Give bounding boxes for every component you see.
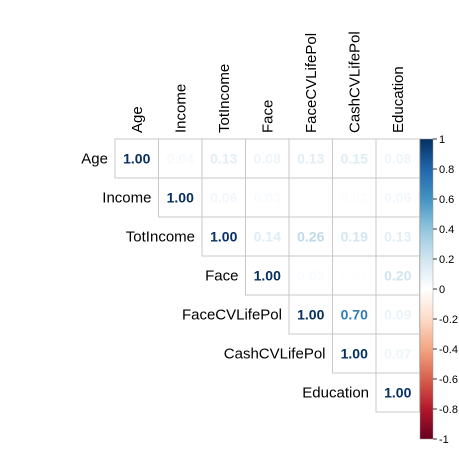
cell-age-age <box>114 138 159 179</box>
colorbar-tick-label: 1 <box>439 134 445 146</box>
cell-value-income-facecvlifepol: 0.01 <box>297 190 324 206</box>
colorbar-tick-label: 0 <box>439 284 445 296</box>
cell-value-income-income: 1.00 <box>167 190 194 206</box>
row-label-education: Education <box>302 385 369 402</box>
cell-age-income <box>158 138 203 179</box>
matrix-cells: 1.00 0.04 0.13 0.08 0.13 0.15 0.08 1.00 0.06 0.03… <box>114 138 420 413</box>
cell-education-education <box>375 372 420 413</box>
cell-value-income-totincome: 0.06 <box>210 190 237 206</box>
colorbar-gradient <box>419 138 434 440</box>
colorbar-tick-label: -0.4 <box>439 344 458 356</box>
cell-income-face <box>245 177 290 218</box>
colorbar-tick-label: -0.2 <box>439 314 458 326</box>
colorbar-tick-label: -0.8 <box>439 404 458 416</box>
colorbar-tick-label: -0.6 <box>439 374 458 386</box>
cell-value-income-education: 0.06 <box>384 190 411 206</box>
cell-value-facecvlifepol-education: 0.09 <box>384 307 411 323</box>
row-label-cashcvlifepol: CashCVLifePol <box>224 346 326 363</box>
cell-face-cashcvlifepol <box>332 255 377 296</box>
cell-value-totincome-cashcvlifepol: 0.19 <box>341 229 368 245</box>
cell-value-age-facecvlifepol: 0.13 <box>297 151 324 167</box>
cell-totincome-cashcvlifepol <box>332 216 377 257</box>
col-label-income: Income <box>172 84 189 133</box>
cell-value-age-cashcvlifepol: 0.15 <box>341 151 368 167</box>
cell-face-face <box>245 255 290 296</box>
cell-value-age-age: 1.00 <box>123 151 150 167</box>
cell-value-totincome-facecvlifepol: 0.26 <box>297 229 324 245</box>
col-label-education: Education <box>390 66 407 133</box>
cell-face-education <box>375 255 420 296</box>
cell-cashcvlifepol-education <box>375 333 420 374</box>
col-label-facecvlifepol: FaceCVLifePol <box>303 33 320 133</box>
cell-value-age-income: 0.04 <box>167 151 194 167</box>
cell-value-face-facecvlifepol: 0.03 <box>297 268 324 284</box>
row-label-facecvlifepol: FaceCVLifePol <box>182 307 282 324</box>
colorbar-tick-label: 0.4 <box>439 224 454 236</box>
colorbar-legend: 1 0.8 0.6 0.4 0.2 0 -0.2 -0.4 -0.6 -0.8 -1 <box>419 134 458 446</box>
cell-facecvlifepol-facecvlifepol <box>288 294 333 335</box>
cell-totincome-facecvlifepol <box>288 216 333 257</box>
cell-totincome-education <box>375 216 420 257</box>
cell-value-age-face: 0.08 <box>254 151 281 167</box>
cell-value-cashcvlifepol-cashcvlifepol: 1.00 <box>341 346 368 362</box>
row-label-face: Face <box>205 268 238 285</box>
row-label-totincome: TotIncome <box>126 229 195 246</box>
cell-value-totincome-totincome: 1.00 <box>210 229 237 245</box>
cell-income-cashcvlifepol <box>332 177 377 218</box>
col-label-cashcvlifepol: CashCVLifePol <box>346 31 363 133</box>
cell-value-face-education: 0.20 <box>384 268 411 284</box>
cell-value-cashcvlifepol-education: 0.07 <box>384 346 411 362</box>
cell-totincome-totincome <box>201 216 246 257</box>
cell-value-education-education: 1.00 <box>384 385 411 401</box>
cell-value-facecvlifepol-cashcvlifepol: 0.70 <box>341 307 368 323</box>
row-label-age: Age <box>81 151 108 168</box>
cell-value-income-cashcvlifepol: 0.02 <box>341 190 368 206</box>
cell-value-totincome-face: 0.14 <box>254 229 281 245</box>
cell-income-income <box>158 177 203 218</box>
colorbar-tick-label: 0.2 <box>439 254 454 266</box>
row-labels: Age Income TotIncome Face FaceCVLifePol CashC… <box>81 151 369 402</box>
cell-value-age-education: 0.08 <box>384 151 411 167</box>
column-labels: Age Income TotIncome Face FaceCVLifePol CashC… <box>129 31 407 133</box>
cell-value-face-face: 1.00 <box>254 268 281 284</box>
cell-face-facecvlifepol <box>288 255 333 296</box>
cell-value-age-totincome: 0.13 <box>210 151 237 167</box>
col-label-face: Face <box>259 100 276 133</box>
colorbar-tick-label: 0.8 <box>439 164 454 176</box>
cell-value-facecvlifepol-facecvlifepol: 1.00 <box>297 307 324 323</box>
colorbar-tick-label: 0.6 <box>439 194 454 206</box>
row-label-income: Income <box>102 190 151 207</box>
col-label-totincome: TotIncome <box>216 64 233 133</box>
col-label-age: Age <box>129 106 146 133</box>
cell-value-face-cashcvlifepol: 0.01 <box>341 268 368 284</box>
cell-value-totincome-education: 0.13 <box>384 229 411 245</box>
cell-value-income-face: 0.03 <box>254 190 281 206</box>
cell-age-cashcvlifepol <box>332 138 377 179</box>
colorbar-tick-label: -1 <box>439 434 449 446</box>
